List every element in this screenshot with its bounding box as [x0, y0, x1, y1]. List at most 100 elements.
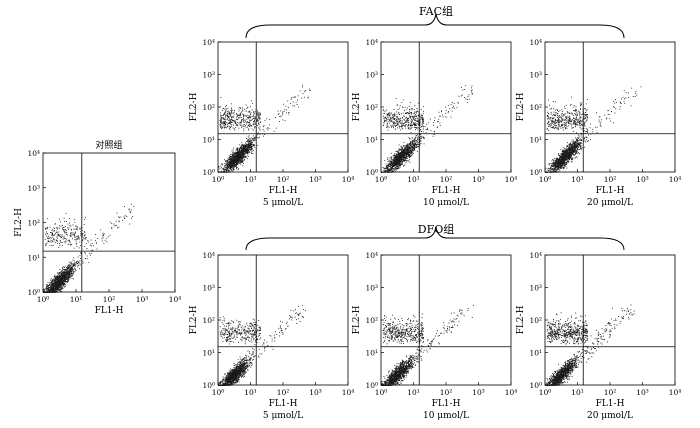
data-point — [460, 87, 462, 88]
data-point — [53, 290, 55, 292]
data-point — [55, 284, 56, 285]
data-point — [383, 110, 385, 112]
data-point — [388, 160, 390, 162]
data-point — [401, 126, 403, 127]
data-point — [259, 129, 261, 131]
data-point — [237, 125, 239, 127]
data-point — [230, 121, 232, 123]
x-tick-label: 10³ — [136, 295, 149, 304]
data-point — [234, 120, 236, 122]
data-point — [260, 114, 261, 116]
data-point — [241, 155, 243, 157]
data-point — [288, 113, 290, 115]
data-point — [419, 122, 421, 124]
data-point — [238, 110, 240, 112]
data-point — [241, 157, 243, 158]
data-point — [246, 118, 248, 120]
data-point — [250, 146, 252, 147]
data-point — [258, 114, 260, 116]
data-point — [226, 161, 228, 162]
data-point — [416, 147, 418, 148]
data-point — [63, 281, 65, 283]
data-point — [68, 276, 70, 278]
data-point — [233, 157, 235, 159]
data-point — [52, 229, 53, 231]
data-point — [222, 109, 223, 111]
data-point — [60, 281, 62, 283]
data-point — [59, 279, 61, 281]
data-point — [402, 150, 404, 151]
data-point — [247, 140, 249, 142]
data-point — [246, 149, 248, 151]
data-point — [397, 164, 398, 166]
data-point — [414, 111, 416, 113]
data-point — [253, 140, 255, 142]
data-point — [382, 167, 384, 168]
data-point — [50, 289, 51, 291]
data-point — [52, 280, 54, 281]
data-point — [391, 167, 392, 169]
data-point — [394, 115, 396, 117]
data-point — [111, 227, 113, 228]
data-point — [403, 151, 405, 153]
data-point — [73, 218, 75, 220]
data-point — [59, 290, 61, 292]
data-point — [59, 275, 60, 277]
data-point — [256, 120, 258, 122]
data-point — [393, 168, 395, 170]
data-point — [63, 230, 64, 232]
data-point — [74, 268, 76, 270]
data-point — [236, 124, 237, 126]
data-point — [399, 117, 401, 119]
data-point — [70, 228, 72, 230]
data-point — [235, 123, 236, 125]
data-point — [400, 122, 402, 124]
data-point — [222, 164, 224, 166]
data-point — [396, 168, 398, 170]
data-point — [241, 148, 242, 149]
data-point — [387, 164, 389, 166]
data-point — [404, 157, 406, 158]
data-point — [66, 268, 68, 270]
data-point — [399, 118, 401, 120]
data-point — [242, 107, 243, 109]
data-point — [384, 110, 386, 112]
data-point — [252, 152, 254, 154]
data-point — [221, 126, 223, 128]
data-point — [72, 265, 74, 266]
data-point — [245, 125, 246, 126]
data-point — [384, 168, 386, 169]
data-point — [132, 216, 134, 217]
data-point — [242, 109, 244, 111]
data-point — [290, 98, 292, 100]
data-point — [407, 118, 408, 120]
data-point — [56, 290, 58, 292]
data-point — [63, 272, 65, 274]
data-point — [389, 169, 391, 171]
data-point — [451, 110, 453, 112]
data-point — [389, 159, 391, 161]
data-point — [50, 281, 52, 283]
data-point — [410, 127, 412, 129]
data-point — [130, 212, 132, 214]
data-point — [392, 158, 394, 160]
data-point — [414, 122, 416, 124]
data-point — [411, 124, 413, 125]
data-point — [412, 147, 414, 148]
data-point — [47, 284, 48, 286]
data-point — [238, 161, 240, 163]
data-point — [234, 110, 235, 111]
data-point — [67, 271, 69, 273]
data-point — [406, 151, 407, 153]
data-point — [71, 272, 73, 274]
data-point — [246, 140, 248, 142]
data-point — [61, 287, 63, 288]
data-point — [56, 291, 58, 293]
data-point — [410, 113, 412, 115]
data-point — [237, 153, 239, 155]
data-point — [292, 101, 294, 103]
data-point — [268, 128, 270, 129]
data-point — [46, 289, 48, 291]
data-point — [71, 234, 73, 235]
data-point — [65, 274, 67, 276]
